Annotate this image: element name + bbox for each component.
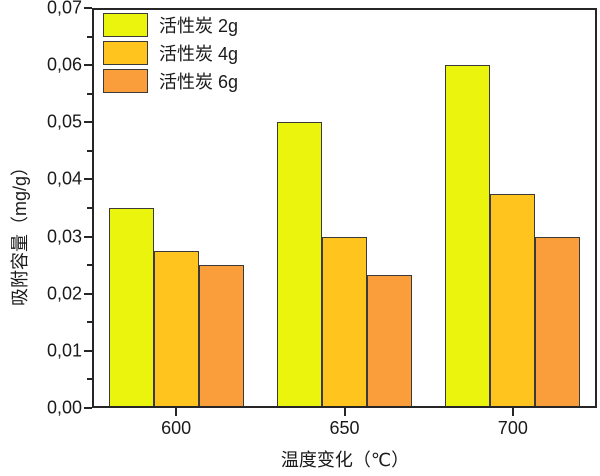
x-axis-tick xyxy=(511,408,514,416)
legend-swatch-4g xyxy=(103,41,148,65)
y-axis-minor-tick xyxy=(87,207,92,209)
x-axis-tick-label: 600 xyxy=(161,418,192,438)
bar-4g-650 xyxy=(322,236,367,408)
legend-item-2g: 活性炭 2g xyxy=(103,12,238,38)
y-axis-tick-label: 0,00 xyxy=(46,397,82,418)
y-axis-tick-label: 0,03 xyxy=(46,226,82,247)
legend-swatch-2g xyxy=(103,13,148,37)
y-axis-major-tick xyxy=(84,64,92,67)
x-axis-tick xyxy=(175,408,178,416)
y-axis-minor-tick xyxy=(87,264,92,267)
y-axis-major-tick xyxy=(84,235,92,238)
bar-4g-700 xyxy=(490,193,536,408)
bar-6g-650 xyxy=(367,274,412,408)
y-axis-tick-label: 0,01 xyxy=(46,340,82,361)
y-axis-major-tick xyxy=(84,121,92,124)
bar-6g-700 xyxy=(535,236,581,408)
y-axis-tick-label: 0,06 xyxy=(46,54,82,75)
bar-6g-600 xyxy=(198,265,244,408)
y-axis-minor-tick xyxy=(87,378,92,381)
plot-area: 0,00 0,01 0,02 0,03 0,04 0,05 0,06 0,07 600 650 70… xyxy=(47,0,597,438)
bar-2g-650 xyxy=(277,122,322,408)
y-axis-major-tick xyxy=(84,7,92,9)
y-axis-major-tick xyxy=(84,349,92,352)
legend-label-2g: 活性炭 2g xyxy=(159,16,239,36)
bar-2g-600 xyxy=(108,208,154,408)
x-axis-tick xyxy=(343,408,346,416)
y-axis-tick-label: 0,05 xyxy=(46,111,82,132)
x-axis-tick-label: 700 xyxy=(497,418,528,438)
y-axis-major-tick xyxy=(84,407,92,409)
bar-2g-700 xyxy=(445,65,491,408)
legend-swatch-6g xyxy=(103,69,148,93)
x-axis-title: 温度变化（℃） xyxy=(280,450,410,470)
legend-item-6g: 活性炭 6g xyxy=(103,68,238,94)
y-axis-major-tick xyxy=(84,178,92,181)
y-axis-major-tick xyxy=(84,292,92,295)
legend-label-4g: 活性炭 4g xyxy=(159,44,239,64)
bar-4g-600 xyxy=(153,250,199,408)
y-axis-minor-tick xyxy=(87,149,92,152)
y-axis-minor-tick xyxy=(87,35,92,38)
y-axis-minor-tick xyxy=(87,321,92,324)
y-axis-minor-tick xyxy=(87,92,92,95)
legend: 活性炭 2g 活性炭 4g 活性炭 6g xyxy=(103,12,238,96)
legend-item-4g: 活性炭 4g xyxy=(103,40,238,66)
y-axis-tick-label: 0,07 xyxy=(46,0,82,18)
y-axis-tick-label: 0,02 xyxy=(46,283,82,304)
y-axis-tick-label: 0,04 xyxy=(46,168,82,189)
legend-label-6g: 活性炭 6g xyxy=(159,72,239,92)
x-axis-tick-label: 650 xyxy=(329,418,360,438)
